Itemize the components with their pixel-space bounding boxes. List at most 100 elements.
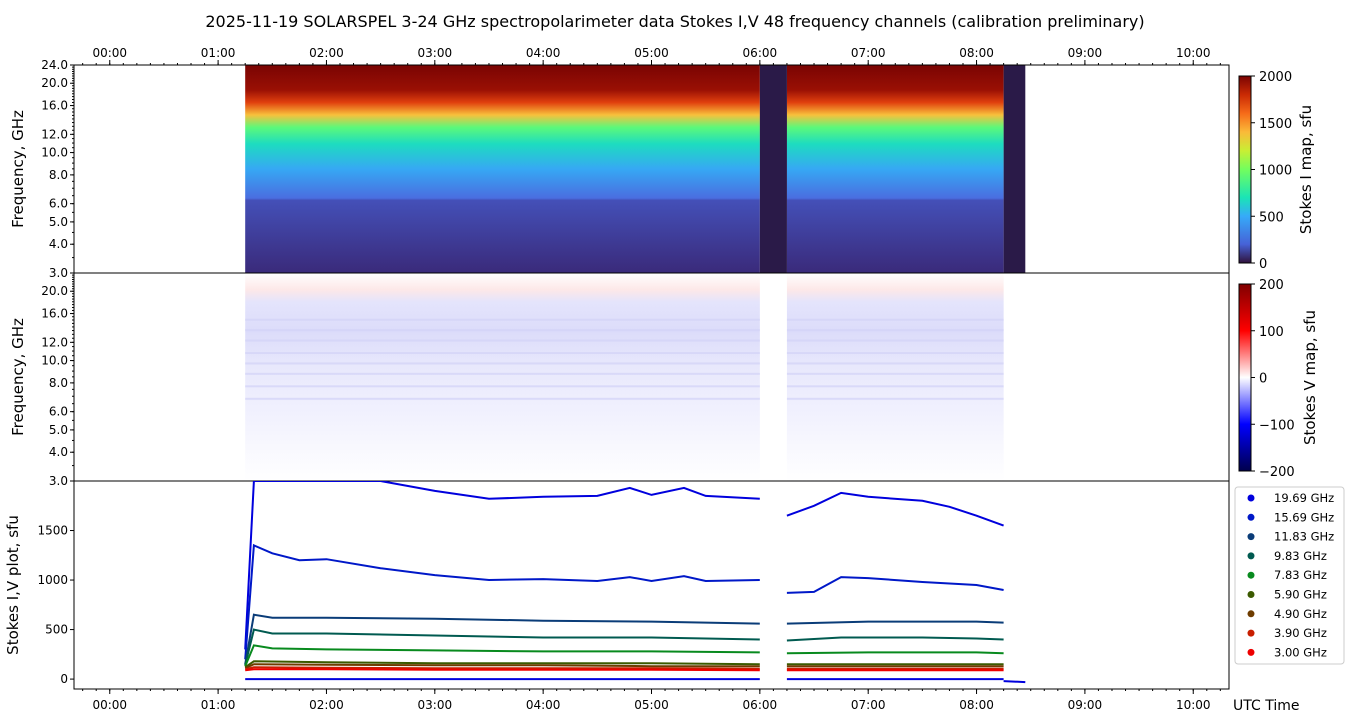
series-line-4-90-GHz (244, 663, 760, 670)
top-x-tick-label: 10:00 (1176, 46, 1211, 60)
y-tick-label: 5.0 (49, 215, 68, 229)
legend-label: 9.83 GHz (1274, 549, 1327, 563)
y-tick-label: 6.0 (49, 405, 68, 419)
stokes-v-channel-stripe (245, 362, 760, 365)
legend-label: 7.83 GHz (1274, 568, 1327, 582)
legend-marker (1247, 629, 1255, 637)
y-axis-label: Frequency, GHz (9, 110, 27, 228)
y-axis-label: Frequency, GHz (9, 318, 27, 436)
legend-box (1234, 486, 1345, 665)
top-x-tick-label: 01:00 (201, 46, 236, 60)
stokes-v-channel-stripe (786, 339, 1004, 342)
top-x-tick-label: 08:00 (959, 46, 994, 60)
top-x-tick-label: 02:00 (309, 46, 344, 60)
x-tick-label: 04:00 (526, 698, 561, 712)
stokes-i-panel: 3.0 4.0 5.0 6.0 8.0 10.0 12.0 16.0 20.0 24.0 Frequ… (9, 46, 1230, 691)
y-tick-label: 500 (45, 623, 68, 637)
series-lines (244, 481, 1026, 684)
legend-marker (1247, 571, 1255, 579)
series-line-5-90-GHz (244, 660, 760, 669)
x-tick-label: 00:00 (92, 698, 127, 712)
y-tick-label: 20.0 (41, 284, 68, 298)
legend-label: 3.00 GHz (1274, 645, 1327, 659)
stokes-v-channel-stripe (245, 318, 760, 321)
stokes-v-data-block (786, 273, 1004, 481)
series-line-15-69-GHz (244, 543, 760, 660)
top-x-tick-label: 06:00 (743, 46, 778, 60)
colorbar-tick-label: 1000 (1259, 164, 1292, 179)
stokes-v-channel-stripe (786, 372, 1004, 375)
top-x-tick-label: 04:00 (526, 46, 561, 60)
y-axis-label: Stokes I,V plot, sfu (4, 515, 22, 655)
legend-label: 5.90 GHz (1274, 588, 1327, 602)
colorbar-tick-label: 500 (1259, 210, 1284, 225)
y-tick-label: 8.0 (49, 376, 68, 390)
stokes-i-colorbar (1238, 75, 1252, 264)
legend-label: 19.69 GHz (1274, 491, 1334, 505)
y-tick-label: 4.0 (49, 445, 68, 459)
y-tick-label: 12.0 (41, 335, 68, 349)
y-tick-label: 10.0 (41, 354, 68, 368)
stokes-v-baseline (1003, 680, 1026, 684)
series-line-9-83-GHz (244, 628, 760, 666)
legend-marker (1247, 552, 1255, 560)
series-line-3-90-GHz (244, 666, 760, 671)
stokes-v-channel-stripe (786, 362, 1004, 365)
colorbar-tick-label: 0 (1259, 257, 1267, 272)
stokes-v-channel-stripe (786, 352, 1004, 355)
y-tick-label: 5.0 (49, 423, 68, 437)
stokes-i-data-block (786, 65, 1004, 273)
stokes-i-gap-block (759, 65, 787, 273)
colorbar-label: Stokes V map, sfu (1301, 310, 1319, 445)
colorbar-tick-label: 100 (1259, 325, 1284, 340)
top-x-tick-label: 09:00 (1068, 46, 1103, 60)
stokes-v-channel-stripe (245, 352, 760, 355)
top-x-tick-label: 07:00 (851, 46, 886, 60)
legend: 19.69 GHz 15.69 GHz 11.83 GHz 9.83 GHz 7.83 … (1234, 486, 1345, 665)
stokes-v-channel-stripe (786, 385, 1004, 388)
x-tick-label: 07:00 (851, 698, 886, 712)
x-tick-label: 08:00 (959, 698, 994, 712)
stokes-profile-panel: 0 500 1000 1500 Stokes I,V plot, sfu 00:00 01:… (4, 480, 1299, 714)
x-axis-label: UTC Time (1233, 698, 1299, 714)
colorbar-tick-label: 200 (1259, 278, 1284, 293)
series-line-3-00-GHz (245, 668, 760, 672)
colorbar-tick-label: 2000 (1259, 70, 1292, 85)
x-tick-label: 02:00 (309, 698, 344, 712)
chart-title: 2025-11-19 SOLARSPEL 3-24 GHz spectropol… (205, 12, 1144, 31)
series-line-9-83-GHz (786, 636, 1004, 642)
x-tick-label: 09:00 (1068, 698, 1103, 712)
y-tick-label: 0 (60, 672, 68, 686)
stokes-v-colorbar (1238, 283, 1252, 472)
colorbar-tick-label: 1500 (1259, 117, 1292, 132)
colorbar-tick-label: −100 (1259, 418, 1295, 433)
colorbar-label: Stokes I map, sfu (1297, 105, 1315, 234)
legend-marker (1247, 533, 1255, 541)
stokes-v-channel-stripe (245, 385, 760, 388)
stokes-v-channel-stripe (786, 329, 1004, 332)
stokes-v-channel-stripe (786, 397, 1004, 400)
y-tick-label: 6.0 (49, 197, 68, 211)
top-x-tick-label: 03:00 (418, 46, 453, 60)
series-line-7-83-GHz (244, 644, 760, 667)
y-tick-label: 12.0 (41, 127, 68, 141)
series-line-11-83-GHz (244, 613, 760, 665)
y-tick-label: 3.0 (49, 474, 68, 488)
y-tick-label: 1500 (37, 524, 68, 538)
stokes-v-channel-stripe (245, 397, 760, 400)
series-line-7-83-GHz (786, 651, 1004, 655)
legend-label: 15.69 GHz (1274, 510, 1334, 524)
x-tick-label: 03:00 (418, 698, 453, 712)
legend-label: 3.90 GHz (1274, 626, 1327, 640)
stokes-v-channel-stripe (245, 372, 760, 375)
y-tick-label: 20.0 (41, 76, 68, 90)
stokes-i-data-block (245, 65, 760, 273)
legend-marker (1247, 610, 1255, 618)
colorbar-tick-label: −200 (1259, 465, 1295, 480)
colorbar-tick-label: 0 (1259, 372, 1267, 387)
legend-marker (1247, 494, 1255, 502)
top-x-tick-label: 00:00 (92, 46, 127, 60)
x-tick-label: 05:00 (634, 698, 669, 712)
